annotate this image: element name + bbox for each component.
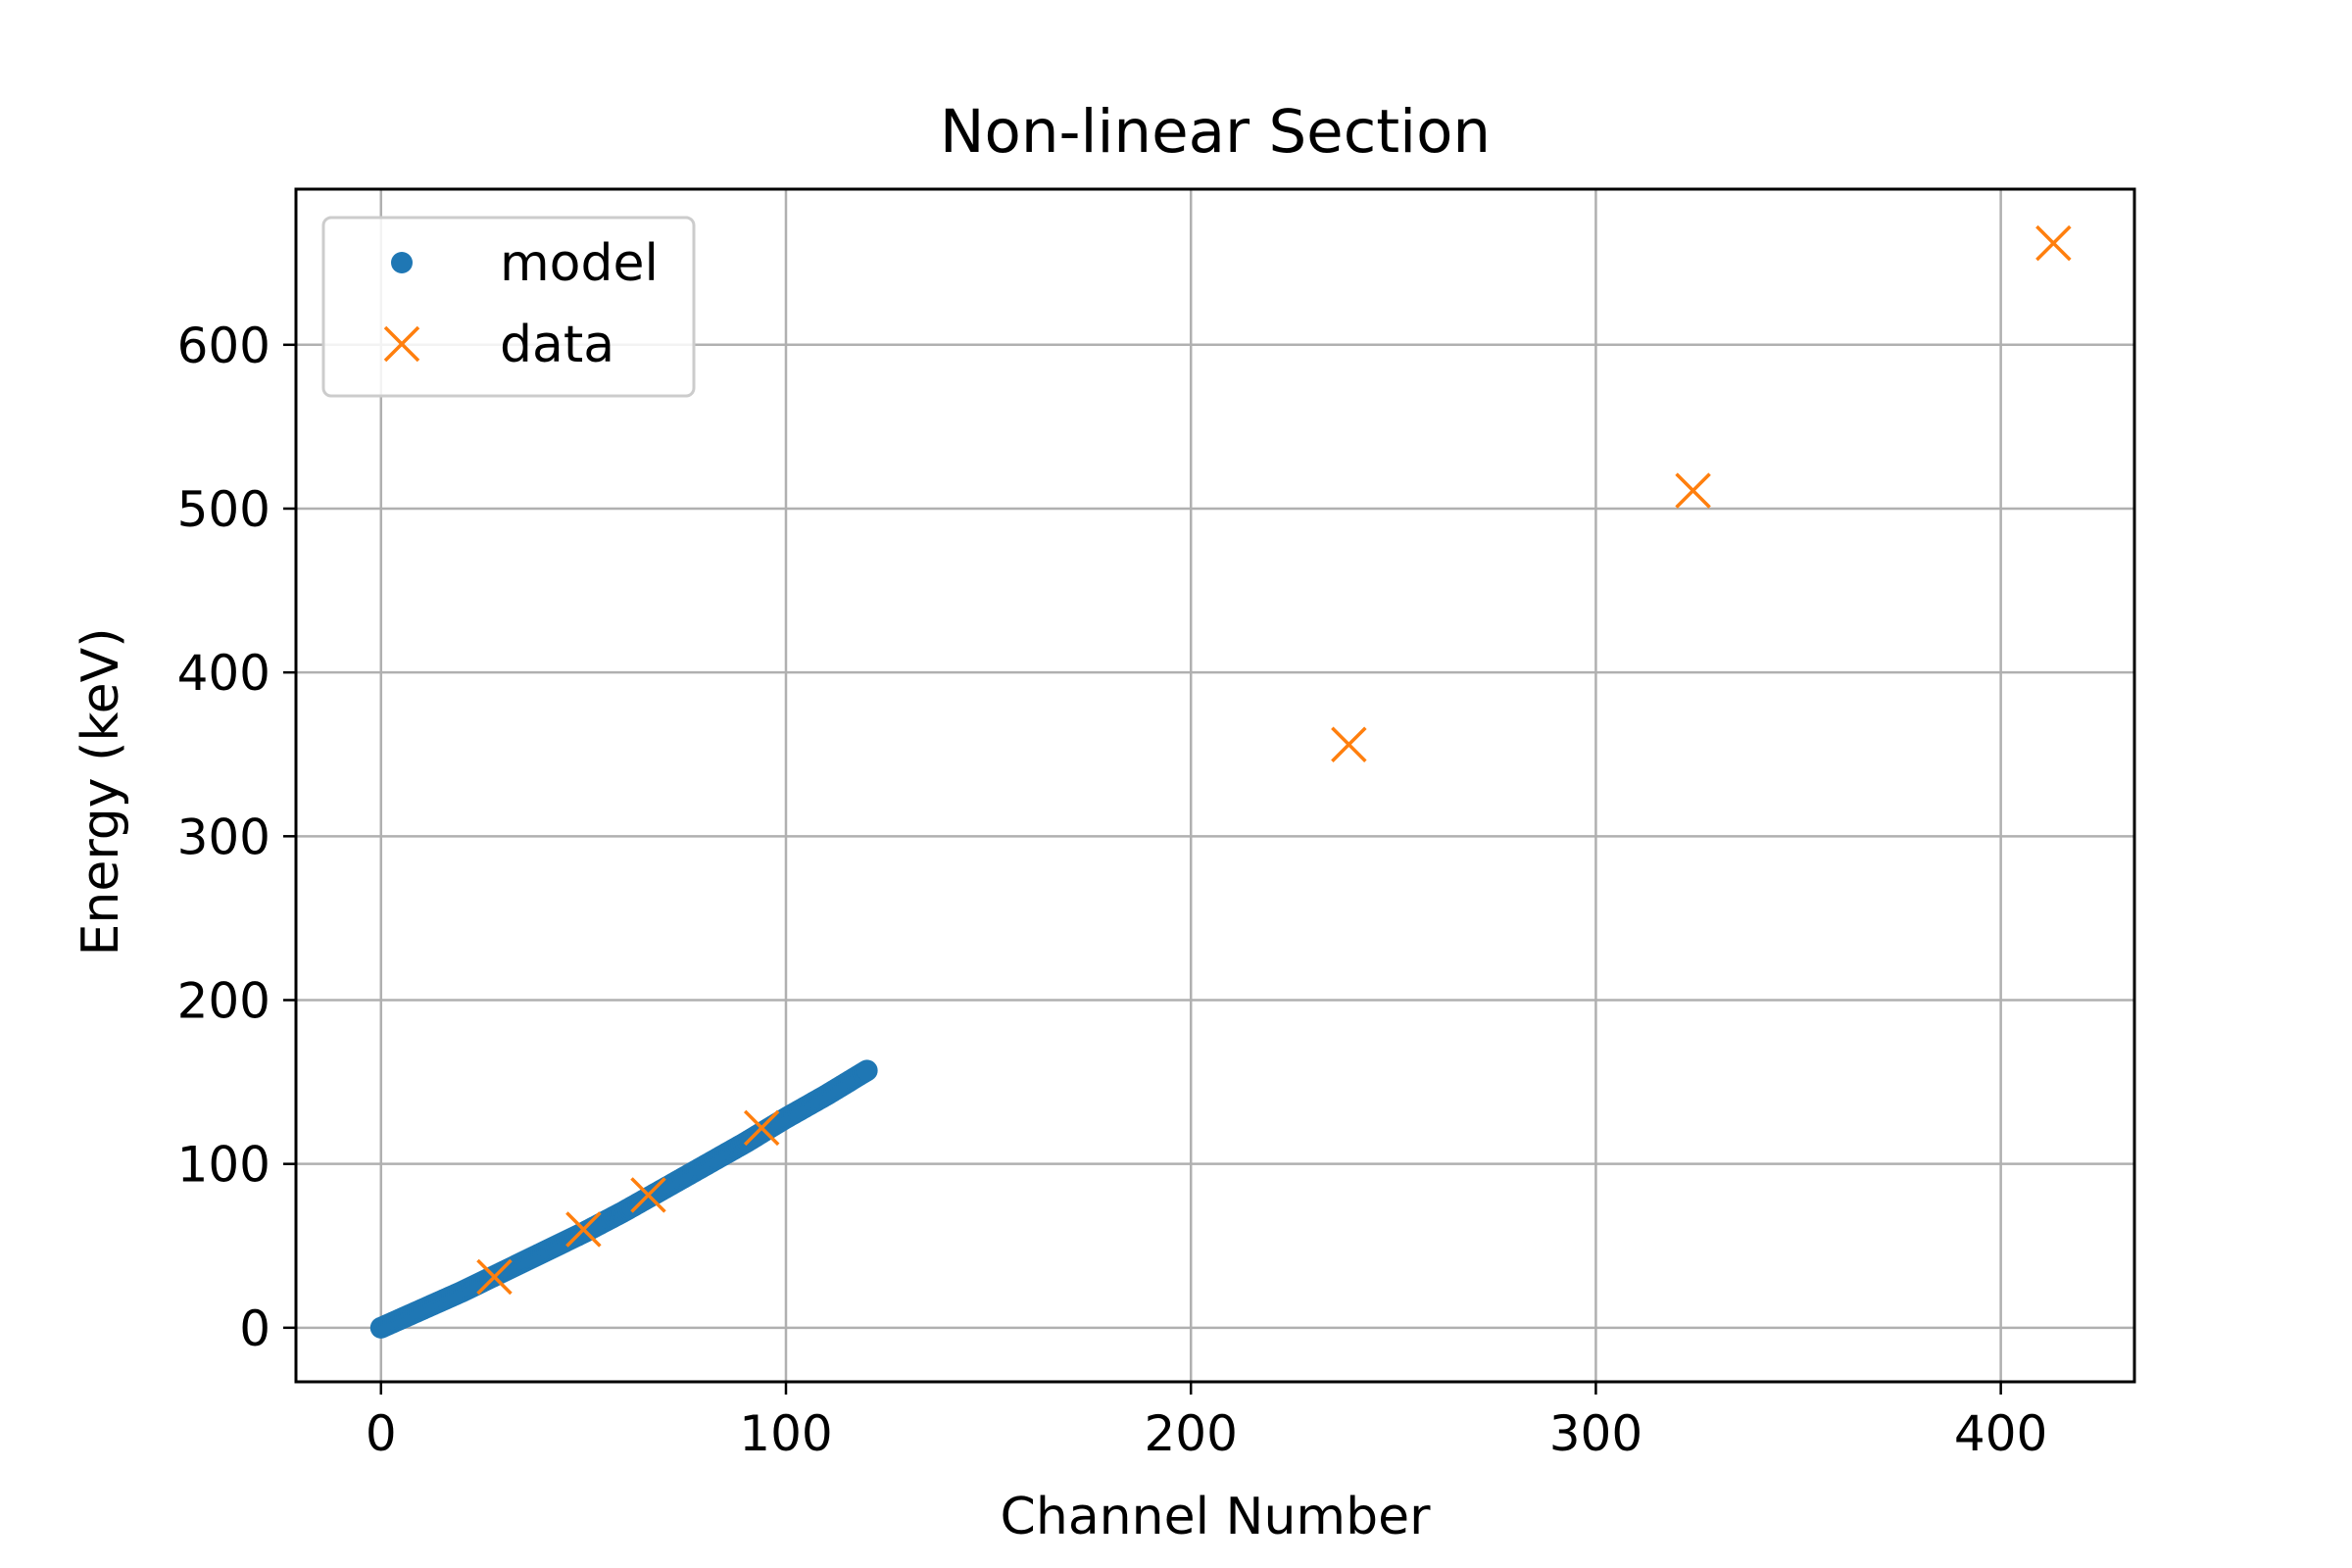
data-point [1675, 472, 1711, 509]
legend: model data [321, 216, 696, 398]
grid-layer [296, 189, 2134, 1382]
data-point [630, 1177, 666, 1213]
y-tick-label: 400 [177, 645, 270, 702]
series-data [476, 224, 2072, 1296]
y-tick-label: 500 [177, 481, 270, 538]
series-layer [369, 224, 2072, 1339]
x-tick-label: 200 [1144, 1405, 1237, 1462]
data-point [476, 1258, 513, 1296]
x-axis-label: Channel Number [1001, 1488, 1432, 1546]
data-point [2035, 224, 2072, 262]
y-tick-label: 0 [239, 1300, 270, 1357]
data-point [1331, 726, 1367, 762]
legend-data-marker [383, 325, 420, 363]
legend-model-marker [391, 252, 413, 273]
y-tick-label: 300 [177, 808, 270, 865]
model-point [856, 1059, 878, 1082]
legend-data-label: data [500, 316, 614, 374]
y-tick-label: 100 [177, 1137, 270, 1194]
x-tick-label: 400 [1954, 1405, 2047, 1462]
data-point [565, 1211, 602, 1248]
y-axis-label: Energy (keV) [72, 628, 130, 956]
x-tick-label: 300 [1549, 1405, 1642, 1462]
plot-frame [294, 187, 2136, 1384]
x-tick-label: 0 [366, 1405, 397, 1462]
legend-model-label: model [500, 234, 659, 293]
tick-layer: 0 100 200 300 400 0 100 200 300 400 500 600 [177, 318, 2048, 1462]
y-tick-label: 600 [177, 318, 270, 374]
y-tick-label: 200 [177, 972, 270, 1029]
x-tick-label: 100 [739, 1405, 832, 1462]
legend-box [321, 216, 696, 398]
data-point [743, 1109, 780, 1147]
chart-title: Non-linear Section [940, 97, 1491, 167]
